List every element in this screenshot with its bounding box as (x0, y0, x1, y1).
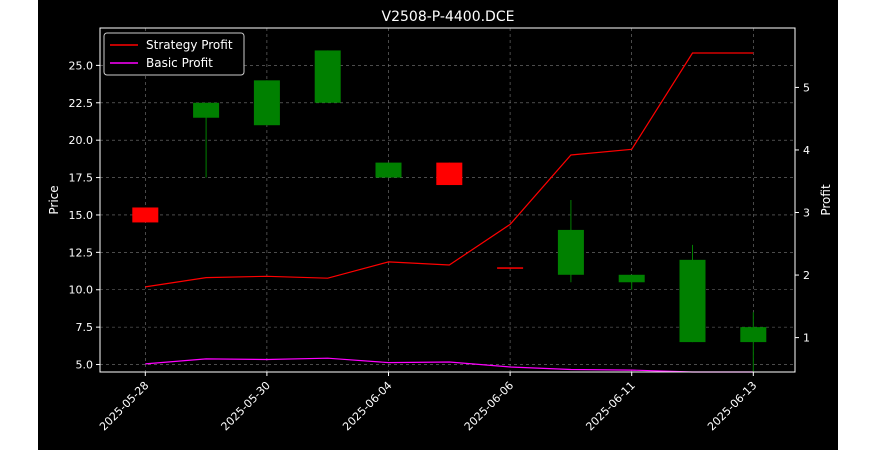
basic-profit-line (145, 357, 754, 373)
axes: 5.0 7.5 10.0 12.5 15.0 17.5 20.0 22.5 25.0 1 2 3 4 5 2… (69, 59, 811, 433)
y-tick-label-right: 5 (803, 81, 810, 94)
chart-title: V2508-P-4400.DCE (382, 9, 515, 25)
candle-body (314, 50, 341, 103)
candle-body (497, 267, 524, 269)
candle-body (132, 207, 159, 223)
x-tick-label: 2025-05-28 (97, 379, 151, 433)
y-tick-label-left: 22.5 (69, 97, 94, 110)
plot-frame (99, 27, 796, 373)
x-tick-label: 2025-06-04 (340, 379, 394, 433)
y-axis-label-left: Price (47, 185, 61, 214)
candle-body (253, 80, 280, 126)
candlestick-chart: V2508-P-4400.DCE 5.0 7.5 10.0 12.5 15.0 17.5 2… (47, 9, 833, 433)
y-tick-label-left: 7.5 (76, 321, 94, 334)
candle-body (436, 162, 463, 186)
x-tick-label: 2025-06-13 (705, 379, 759, 433)
x-tick-label: 2025-06-11 (583, 379, 637, 433)
legend-basic-label: Basic Profit (146, 56, 213, 70)
x-tick-label: 2025-05-30 (219, 379, 273, 433)
legend-strategy-label: Strategy Profit (146, 38, 233, 52)
y-tick-label-left: 17.5 (69, 172, 94, 185)
candle-body (557, 229, 584, 275)
chart-figure: V2508-P-4400.DCE 5.0 7.5 10.0 12.5 15.0 17.5 2… (38, 0, 838, 450)
y-tick-label-left: 20.0 (69, 134, 94, 147)
strategy-profit-line (145, 52, 754, 288)
candle-body (679, 259, 706, 343)
y-axis-label-right: Profit (819, 184, 833, 216)
candle-body (375, 162, 402, 178)
y-tick-label-right: 3 (803, 207, 810, 220)
y-tick-label-left: 5.0 (76, 359, 94, 372)
y-tick-label-right: 1 (803, 332, 810, 345)
y-tick-label-right: 4 (803, 144, 810, 157)
candles (132, 50, 767, 372)
y-tick-label-left: 25.0 (69, 59, 94, 72)
x-tick-label: 2025-06-06 (462, 379, 516, 433)
candle-body (193, 102, 220, 118)
y-tick-label-left: 15.0 (69, 209, 94, 222)
y-tick-label-left: 10.0 (69, 284, 94, 297)
legend-box (103, 32, 245, 76)
candle-body (740, 327, 767, 343)
profit-lines (145, 52, 754, 373)
y-tick-label-right: 2 (803, 269, 810, 282)
candle-body (618, 274, 645, 283)
legend: Strategy Profit Basic Profit (103, 32, 245, 76)
y-tick-label-left: 12.5 (69, 246, 94, 259)
